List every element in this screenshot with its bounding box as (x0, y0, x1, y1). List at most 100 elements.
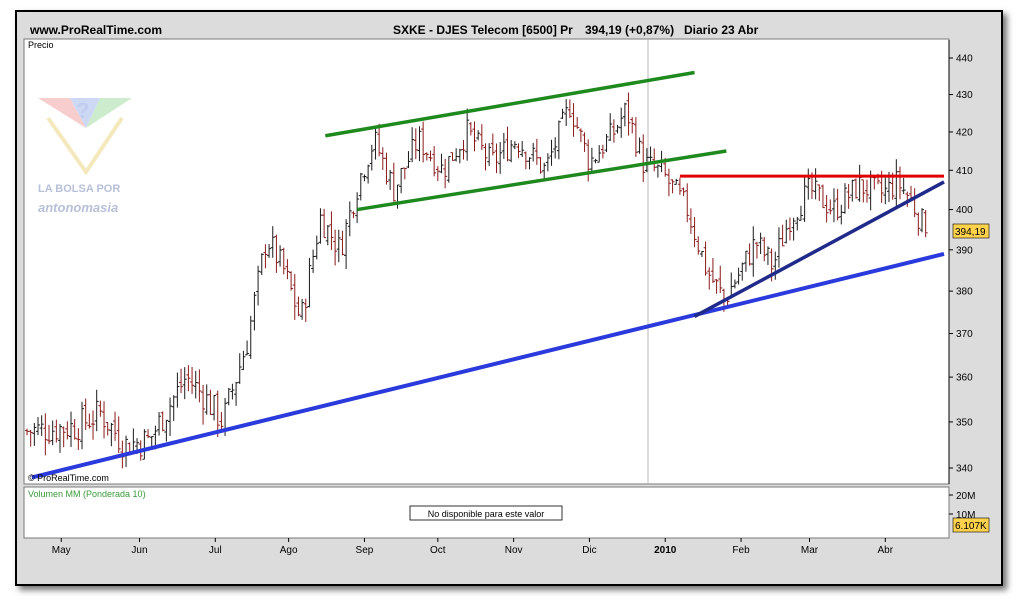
ohlc-bar (384, 152, 389, 185)
volume-tick-20m: 20M (956, 491, 975, 502)
current-price-label: 394,19 (955, 227, 986, 238)
ohlc-bar (593, 158, 598, 164)
ohlc-bar (252, 291, 257, 331)
ohlc-bar (923, 210, 928, 238)
ohlc-bar (91, 410, 96, 440)
ohlc-bar (743, 250, 748, 272)
ohlc-bar (476, 130, 481, 141)
ohlc-bar (688, 208, 693, 234)
ohlc-bar (362, 174, 367, 182)
ohlc-bar (47, 424, 52, 445)
ohlc-bar (578, 128, 583, 143)
ohlc-bar (421, 121, 426, 163)
ohlc-bar (54, 419, 59, 443)
current-price-tag: 394,19 (952, 223, 990, 239)
ohlc-bar (94, 389, 99, 432)
ohlc-bar (380, 147, 385, 170)
ohlc-bar (582, 132, 587, 152)
ohlc-bar (267, 244, 272, 258)
ohlc-bar (80, 401, 85, 450)
ohlc-bar (424, 152, 429, 161)
price-panel-label: Precio (28, 40, 54, 50)
x-tick-label: Oct (430, 545, 446, 556)
current-price-tag-bg (952, 223, 990, 239)
ohlc-bar (65, 421, 70, 440)
ohlc-bar (468, 122, 473, 136)
ohlc-bar (490, 133, 495, 156)
ohlc-bar (410, 127, 415, 163)
ohlc-bar (681, 187, 686, 197)
ohlc-bar (351, 211, 356, 219)
ohlc-bar (454, 148, 459, 162)
ohlc-bar (175, 372, 180, 408)
ohlc-bar (571, 103, 576, 137)
ohlc-bar (839, 204, 844, 225)
ohlc-bar (201, 384, 206, 425)
ohlc-bar (483, 143, 488, 171)
ohlc-bar (171, 395, 176, 421)
ohlc-bar (740, 262, 745, 281)
x-tick-label: May (52, 545, 71, 556)
ohlc-bar (32, 422, 37, 446)
logo-right-triangle (86, 98, 132, 128)
ohlc-bar (28, 430, 33, 447)
ohlc-bar (190, 366, 195, 394)
ohlc-bar (318, 208, 323, 244)
logo-text-line1: LA BOLSA POR (38, 183, 120, 195)
ohlc-bar (560, 108, 565, 119)
ohlc-bar (36, 417, 41, 436)
ohlc-bar (226, 387, 231, 406)
ohlc-bar (762, 237, 767, 262)
ohlc-bar (776, 227, 781, 268)
ohlc-bar (505, 126, 510, 162)
ohlc-bar (765, 246, 770, 265)
ohlc-bar (897, 166, 902, 200)
ohlc-bar (230, 383, 235, 400)
ohlc-bar (699, 251, 704, 257)
ohlc-bar (241, 350, 246, 370)
ohlc-bar (212, 395, 217, 421)
ohlc-bar (285, 259, 290, 280)
ohlc-bar (296, 296, 301, 317)
ohlc-bar (164, 419, 169, 442)
ohlc-bar (336, 229, 341, 263)
ohlc-bar (347, 201, 352, 237)
y-tick-label: 360 (956, 373, 973, 384)
ohlc-bar (116, 416, 121, 454)
ohlc-bar (402, 167, 407, 180)
ohlc-bar (417, 126, 422, 162)
y-tick-label: 440 (956, 54, 973, 65)
ohlc-bar (142, 429, 147, 460)
x-tick-label: Jul (209, 545, 222, 556)
ohlc-bar (281, 247, 286, 275)
ohlc-bar (916, 212, 921, 236)
ohlc-bar (179, 368, 184, 394)
ohlc-bar (443, 158, 448, 189)
ohlc-bar (501, 132, 506, 159)
ohlc-bar (619, 107, 624, 138)
volume-panel-label: Volumen MM (Ponderada 10) (28, 489, 146, 499)
ohlc-bar (182, 367, 187, 400)
ohlc-bar (325, 224, 330, 246)
ohlc-bar (259, 253, 264, 276)
ohlc-bar (197, 369, 202, 403)
ohlc-bar (644, 148, 649, 173)
ohlc-bar (457, 148, 462, 164)
ohlc-bar (527, 157, 532, 170)
ohlc-bar (633, 117, 638, 157)
ohlc-bar (274, 234, 279, 273)
ohlc-bar (61, 426, 66, 448)
ohlc-bar (798, 205, 803, 221)
ohlc-bar (69, 411, 74, 448)
site-title: www.ProRealTime.com (29, 23, 162, 37)
ohlc-bar (344, 219, 349, 270)
ohlc-bar (795, 216, 800, 231)
ohlc-bar (611, 119, 616, 143)
ohlc-bar (626, 92, 631, 136)
ohlc-bar (630, 117, 635, 134)
ohlc-bar (446, 155, 451, 183)
copyright-text: © ProRealTime.com (28, 473, 109, 483)
ohlc-bar (512, 141, 517, 150)
trendline-soporte-largo (31, 251, 945, 480)
